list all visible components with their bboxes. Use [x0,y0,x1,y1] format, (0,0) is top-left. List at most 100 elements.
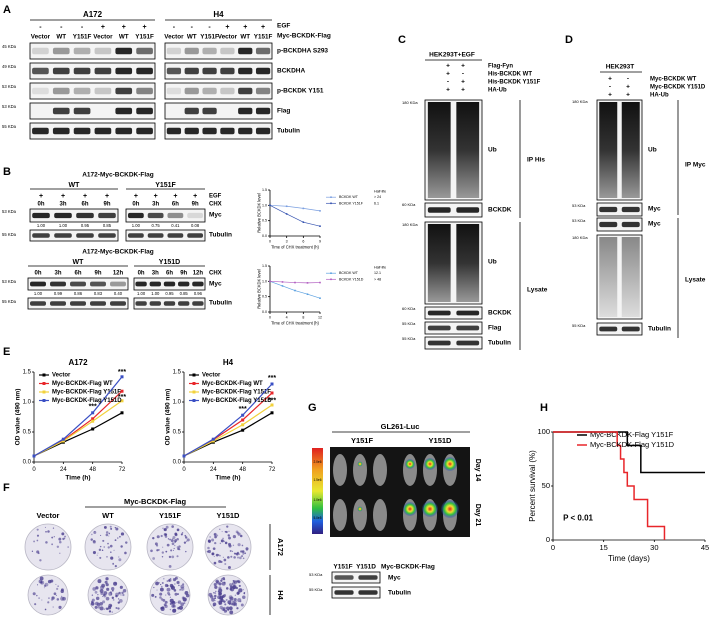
y-tick-label: 100 [537,427,550,436]
legend-label: BCKDK Y151F [339,201,364,205]
colony [59,540,62,544]
x-tick-label: 0 [551,543,555,552]
band [90,301,106,306]
colony [97,552,99,554]
colony [113,581,118,586]
label: Myc-BCKDK-Flag [124,497,187,506]
band [32,127,49,135]
colony [104,580,108,584]
y-tick-label: 50 [542,481,550,490]
band [110,301,126,306]
time-label: 9h [103,202,110,208]
x-axis-label: Time (h) [65,475,90,482]
plate [24,523,72,571]
colony [118,599,123,603]
colony [213,561,217,565]
band [184,127,199,135]
colony [59,552,61,554]
colony [57,585,59,587]
colony [228,544,232,548]
lane-label: WT [187,34,197,41]
marker [182,454,186,458]
colony [178,602,180,604]
colony [51,536,54,539]
kda: 53 KDa [2,209,17,214]
time-label: 6h [81,202,88,208]
colony [232,535,236,539]
colony [112,599,115,601]
kda: 55 KDa [2,124,17,129]
marker [306,282,309,284]
label: Y151F [159,511,182,520]
colony [114,565,117,568]
time-label: 3h [152,202,159,208]
colony [242,589,244,591]
half-life: > 48 [374,277,381,281]
band [149,301,161,306]
colony [51,543,54,546]
band [52,87,70,95]
colony [184,591,189,595]
band [621,221,640,228]
legend-label: Myc-BCKDK-Flag Y151F [52,390,121,396]
label: Vector [37,511,60,520]
x-tick-label: 72 [119,467,126,473]
marker [241,428,245,432]
band [621,206,640,213]
panel-letter: D [565,34,573,46]
legend-marker [330,202,332,205]
colony [102,600,106,604]
marker [281,281,284,283]
band [358,575,378,580]
marker [281,285,284,287]
legend-label: Myc-BCKDK-Flag Y151D [202,398,272,404]
colony [162,598,166,602]
colony [213,582,217,587]
colony [97,579,102,584]
y-tick-label: 1.5 [262,188,267,192]
row-label: Tubulin [277,128,300,135]
colony [236,551,240,555]
colony [242,552,245,555]
colony [173,589,177,592]
colony [172,536,176,540]
colony [171,600,176,605]
colony [114,526,117,529]
colony [174,545,176,547]
row-label: Ub [488,147,497,154]
label: GL261-Luc [381,422,420,431]
marker [270,382,274,386]
colony [108,610,112,613]
row-label: Ub [648,147,657,154]
colony [164,533,168,536]
colony [184,534,187,537]
colony [163,528,166,531]
label: Y151D [159,259,180,266]
band [255,47,271,55]
band [94,127,112,135]
colony [164,583,169,588]
colony [158,582,160,584]
y-axis-label: Relative BCKDK level [256,269,261,309]
panel-letter: F [3,482,10,494]
x-tick-label: 3 [286,239,288,243]
colony [182,583,185,586]
legend-marker [42,390,46,394]
colony [47,601,50,604]
row-label: Tubulin [648,326,671,333]
legend-marker [192,390,196,394]
colony [97,593,99,596]
marker [241,423,245,427]
band [98,233,116,238]
annotation: *** [268,375,276,382]
colony [210,595,214,599]
colony [177,600,182,604]
band [166,87,182,95]
colony [180,602,185,607]
row-label: BCKDHA [277,68,305,75]
colony [43,587,45,589]
colony [165,594,167,596]
colony [176,602,178,604]
colony [179,548,181,551]
colorbar-label: 1.5e6 [314,478,322,482]
